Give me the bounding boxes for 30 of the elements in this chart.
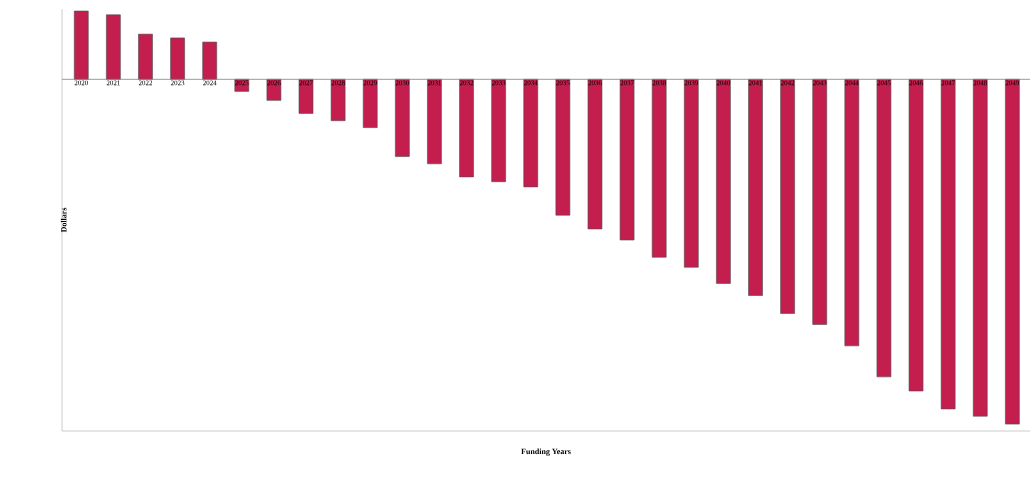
bar: [844, 79, 860, 347]
bar: [234, 79, 250, 92]
bar: [780, 79, 795, 314]
bar: [491, 79, 506, 183]
bar: [202, 41, 217, 80]
bar: [330, 79, 346, 121]
bar: [587, 79, 603, 230]
bar: [940, 79, 956, 410]
bar: [651, 79, 667, 258]
bar: [138, 33, 153, 80]
bar: [908, 79, 924, 392]
bar: [716, 79, 731, 284]
bar: [748, 79, 763, 296]
bar: [1005, 79, 1020, 425]
bar: [170, 37, 185, 80]
bar: [73, 10, 89, 80]
bar: [972, 79, 988, 417]
bar: [876, 79, 892, 378]
bar: [298, 79, 314, 114]
bar: [362, 79, 378, 128]
bar: [427, 79, 442, 165]
bar: [683, 79, 699, 268]
bar: [523, 79, 539, 188]
bar: [266, 79, 282, 101]
bar: [106, 14, 121, 80]
bar: [555, 79, 571, 216]
bar: [395, 79, 410, 157]
bar: [459, 79, 474, 178]
bar: [619, 79, 635, 241]
bar: [812, 79, 828, 325]
